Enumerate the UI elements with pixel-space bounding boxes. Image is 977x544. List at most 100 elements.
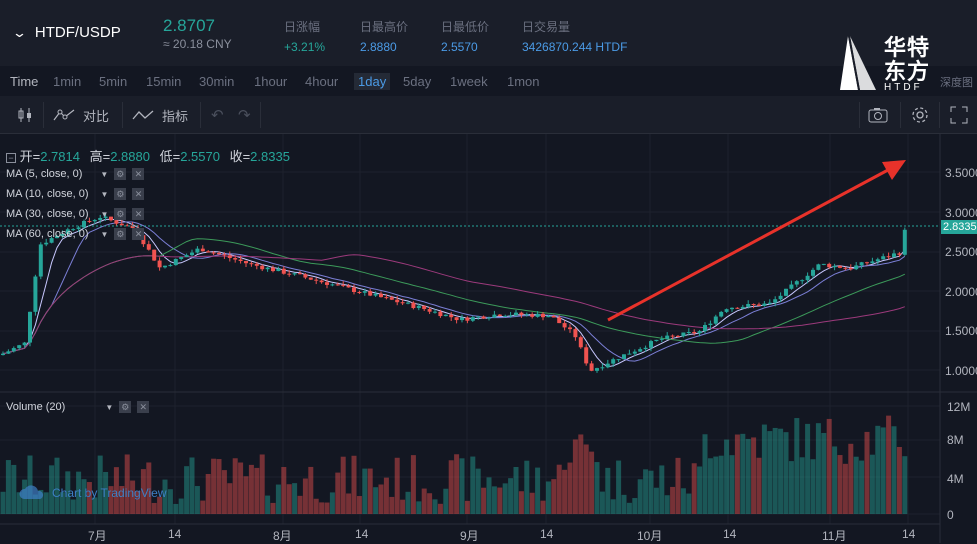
volume-bar — [740, 433, 746, 514]
redo-button[interactable]: ↷ — [238, 96, 251, 134]
candle-body — [519, 312, 524, 315]
time-axis-label: 14 — [355, 527, 369, 541]
study-ma10[interactable]: MA (10, close, 0) ▼ ⚙ ✕ — [6, 188, 145, 200]
candle-body — [816, 264, 821, 270]
moving-average-line — [2, 218, 906, 368]
timeframe-30min[interactable]: 30min — [199, 74, 235, 89]
chart-type-button[interactable] — [16, 96, 34, 134]
watermark-text: Chart by TradingView — [52, 486, 167, 500]
price-chart[interactable] — [0, 134, 977, 543]
volume-bar — [783, 432, 789, 514]
volume-bar — [691, 463, 697, 514]
candle-body — [368, 291, 373, 296]
fullscreen-button[interactable] — [950, 96, 968, 134]
candle-body — [173, 258, 178, 266]
volume-bar — [378, 484, 384, 514]
candle-body — [211, 252, 216, 254]
settings-icon[interactable]: ⚙ — [114, 208, 127, 220]
candle-body — [395, 299, 400, 303]
dropdown-icon[interactable]: ▼ — [100, 229, 109, 239]
time-axis-label: 14 — [168, 527, 182, 541]
volume-bar — [243, 476, 249, 514]
depth-chart-tab[interactable]: 深度图 — [940, 77, 973, 89]
timeframe-5min[interactable]: 5min — [99, 74, 128, 89]
candle-body — [724, 309, 729, 312]
volume-bar — [616, 460, 622, 514]
volume-bar — [281, 467, 287, 514]
candle-body — [643, 347, 648, 350]
timeframe-5day[interactable]: 5day — [403, 74, 432, 89]
timeframe-1mon[interactable]: 1mon — [507, 74, 540, 89]
timeframe-4hour[interactable]: 4hour — [305, 74, 339, 89]
candle-body — [881, 256, 886, 260]
close-icon[interactable]: ✕ — [137, 401, 150, 413]
stat-value: 3426870.244 HTDF — [522, 40, 628, 54]
candle-body — [449, 314, 454, 318]
timeframe-1hour[interactable]: 1hour — [254, 74, 288, 89]
close-icon[interactable]: ✕ — [132, 208, 145, 220]
indicators-button[interactable]: 指标 — [132, 96, 188, 134]
volume-bar — [745, 438, 751, 514]
volume-bar — [59, 492, 65, 514]
last-price: 2.8707 — [163, 16, 215, 35]
candle-body — [562, 323, 567, 328]
timeframe-1day[interactable]: 1day — [354, 73, 391, 90]
volume-bar — [146, 462, 152, 514]
study-ma5[interactable]: MA (5, close, 0) ▼ ⚙ ✕ — [6, 168, 145, 180]
volume-bar — [27, 455, 33, 514]
candle-body — [179, 257, 184, 259]
volume-bar — [124, 454, 130, 514]
volume-bar — [891, 426, 897, 514]
stat-value: +3.21% — [284, 40, 326, 54]
volume-bar — [540, 500, 546, 514]
volume-bar — [394, 457, 400, 514]
volume-bar — [454, 454, 460, 514]
volume-bar — [810, 459, 816, 514]
pair-selector[interactable]: ⌄ HTDF/USDP — [11, 24, 121, 41]
candle-body — [827, 263, 832, 268]
volume-bar — [130, 480, 136, 514]
screenshot-button[interactable] — [868, 96, 888, 134]
candle-body — [832, 265, 837, 268]
dropdown-icon[interactable]: ▼ — [105, 402, 114, 412]
settings-button[interactable] — [910, 96, 930, 134]
close-icon[interactable]: ✕ — [132, 188, 145, 200]
htdf-logo: 华特 东方 HTDF — [832, 34, 942, 94]
dropdown-icon[interactable]: ▼ — [100, 209, 109, 219]
candle-body — [103, 216, 108, 218]
candle-body — [254, 263, 259, 266]
undo-button[interactable]: ↶ — [211, 96, 224, 134]
compare-button[interactable]: 对比 — [53, 96, 109, 134]
collapse-icon[interactable]: − — [6, 153, 16, 163]
volume-bar — [448, 460, 454, 514]
candle-body — [584, 347, 589, 364]
timeframe-15min[interactable]: 15min — [146, 74, 182, 89]
candle-body — [784, 288, 788, 296]
settings-icon[interactable]: ⚙ — [114, 228, 127, 240]
candle-body — [719, 311, 724, 317]
candle-body — [44, 242, 49, 245]
volume-bar — [211, 458, 217, 514]
trend-arrow[interactable] — [607, 160, 906, 322]
chevron-down-icon: ⌄ — [11, 24, 28, 40]
settings-icon[interactable]: ⚙ — [119, 401, 132, 413]
high-value: 2.8880 — [110, 149, 150, 164]
dropdown-icon[interactable]: ▼ — [100, 189, 109, 199]
price-axis-label: 3.0000 — [945, 206, 977, 220]
close-icon[interactable]: ✕ — [132, 168, 145, 180]
volume-bar — [497, 487, 503, 514]
settings-icon[interactable]: ⚙ — [114, 188, 127, 200]
study-ma60[interactable]: MA (60, close, 0) ▼ ⚙ ✕ — [6, 228, 145, 240]
candle-body — [125, 225, 130, 227]
tradingview-watermark[interactable]: Chart by TradingView — [18, 485, 167, 501]
study-ma30[interactable]: MA (30, close, 0) ▼ ⚙ ✕ — [6, 208, 145, 220]
volume-bar — [794, 418, 800, 514]
timeframe-1min[interactable]: 1min — [53, 74, 82, 89]
study-volume[interactable]: Volume (20) ▼ ⚙ ✕ — [6, 401, 150, 413]
timeframe-1week[interactable]: 1week — [450, 74, 488, 89]
candle-body — [114, 220, 119, 224]
volume-bar — [551, 479, 557, 514]
close-icon[interactable]: ✕ — [132, 228, 145, 240]
settings-icon[interactable]: ⚙ — [114, 168, 127, 180]
dropdown-icon[interactable]: ▼ — [100, 169, 109, 179]
